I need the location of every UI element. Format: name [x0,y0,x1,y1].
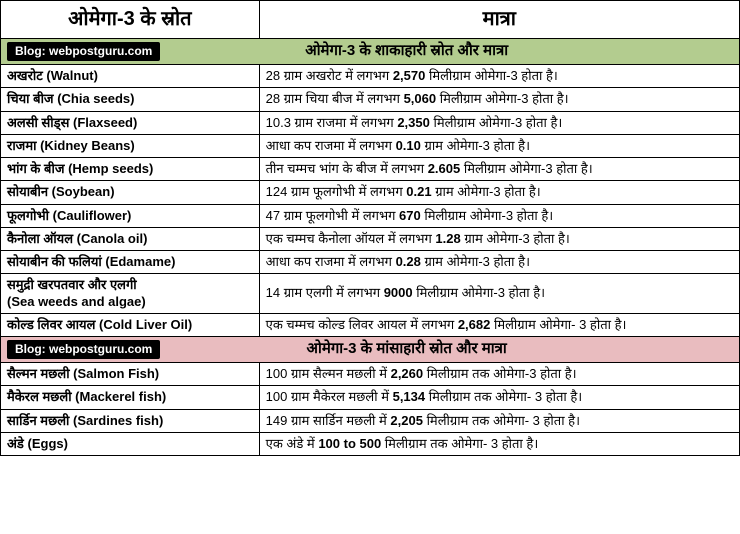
table-row: मैकेरल मछली (Mackerel fish)100 ग्राम मैक… [1,386,740,409]
source-cell: भांग के बीज (Hemp seeds) [1,158,260,181]
amount-cell: तीन चम्मच भांग के बीज में लगभग 2.605 मिल… [259,158,739,181]
header-amount: मात्रा [259,1,739,39]
source-cell: चिया बीज (Chia seeds) [1,88,260,111]
source-cell: सार्डिन मछली (Sardines fish) [1,409,260,432]
table-row: कोल्ड लिवर आयल (Cold Liver Oil)एक चम्मच … [1,313,740,336]
amount-cell: 28 ग्राम अखरोट में लगभग 2,570 मिलीग्राम … [259,65,739,88]
source-cell: राजमा (Kidney Beans) [1,134,260,157]
amount-cell: 14 ग्राम एलगी में लगभग 9000 मिलीग्राम ओम… [259,274,739,314]
table-row: सैल्मन मछली (Salmon Fish)100 ग्राम सैल्म… [1,363,740,386]
table-row: सोयाबीन की फलियां (Edamame)आधा कप राजमा … [1,251,740,274]
table-row: अखरोट (Walnut)28 ग्राम अखरोट में लगभग 2,… [1,65,740,88]
blog-badge: Blog: webpostguru.com [7,42,160,61]
omega3-table: ओमेगा-3 के स्रोत मात्रा Blog: webpostgur… [0,0,740,456]
section-title: ओमेगा-3 के शाकाहारी स्रोत और मात्रा [170,42,733,61]
header-source: ओमेगा-3 के स्रोत [1,1,260,39]
table-row: चिया बीज (Chia seeds)28 ग्राम चिया बीज म… [1,88,740,111]
table-row: फूलगोभी (Cauliflower)47 ग्राम फूलगोभी मे… [1,204,740,227]
source-cell: सोयाबीन की फलियां (Edamame) [1,251,260,274]
source-cell: कोल्ड लिवर आयल (Cold Liver Oil) [1,313,260,336]
table-row: अलसी सीड्स (Flaxseed)10.3 ग्राम राजमा मे… [1,111,740,134]
source-cell: मैकेरल मछली (Mackerel fish) [1,386,260,409]
section-header-row: Blog: webpostguru.com ओमेगा-3 के शाकाहारी… [1,39,740,65]
source-cell: सोयाबीन (Soybean) [1,181,260,204]
table-row: समुद्री खरपतवार और एलगी(Sea weeds and al… [1,274,740,314]
table-row: राजमा (Kidney Beans)आधा कप राजमा में लगभ… [1,134,740,157]
source-cell: अलसी सीड्स (Flaxseed) [1,111,260,134]
amount-cell: आधा कप राजमा में लगभग 0.10 ग्राम ओमेगा-3… [259,134,739,157]
table-row: कैनोला ऑयल (Canola oil)एक चम्मच कैनोला ऑ… [1,227,740,250]
amount-cell: 10.3 ग्राम राजमा में लगभग 2,350 मिलीग्रा… [259,111,739,134]
source-cell: कैनोला ऑयल (Canola oil) [1,227,260,250]
source-cell: अखरोट (Walnut) [1,65,260,88]
source-cell: सैल्मन मछली (Salmon Fish) [1,363,260,386]
header-row: ओमेगा-3 के स्रोत मात्रा [1,1,740,39]
blog-badge: Blog: webpostguru.com [7,340,160,359]
table-row: भांग के बीज (Hemp seeds)तीन चम्मच भांग क… [1,158,740,181]
table-row: अंडे (Eggs)एक अंडे में 100 to 500 मिलीग्… [1,432,740,455]
amount-cell: 100 ग्राम सैल्मन मछली में 2,260 मिलीग्रा… [259,363,739,386]
amount-cell: 149 ग्राम सार्डिन मछली में 2,205 मिलीग्र… [259,409,739,432]
table-row: सोयाबीन (Soybean)124 ग्राम फूलगोभी में ल… [1,181,740,204]
amount-cell: 28 ग्राम चिया बीज में लगभग 5,060 मिलीग्र… [259,88,739,111]
amount-cell: 47 ग्राम फूलगोभी में लगभग 670 मिलीग्राम … [259,204,739,227]
amount-cell: एक चम्मच कैनोला ऑयल में लगभग 1.28 ग्राम … [259,227,739,250]
amount-cell: 124 ग्राम फूलगोभी में लगभग 0.21 ग्राम ओम… [259,181,739,204]
table-row: सार्डिन मछली (Sardines fish)149 ग्राम सा… [1,409,740,432]
section-header-row: Blog: webpostguru.com ओमेगा-3 के मांसाहार… [1,337,740,363]
section-title: ओमेगा-3 के मांसाहारी स्रोत और मात्रा [170,340,733,359]
source-cell: फूलगोभी (Cauliflower) [1,204,260,227]
amount-cell: 100 ग्राम मैकेरल मछली में 5,134 मिलीग्रा… [259,386,739,409]
amount-cell: एक चम्मच कोल्ड लिवर आयल में लगभग 2,682 म… [259,313,739,336]
amount-cell: एक अंडे में 100 to 500 मिलीग्राम तक ओमेग… [259,432,739,455]
amount-cell: आधा कप राजमा में लगभग 0.28 ग्राम ओमेगा-3… [259,251,739,274]
source-cell: समुद्री खरपतवार और एलगी(Sea weeds and al… [1,274,260,314]
source-cell: अंडे (Eggs) [1,432,260,455]
